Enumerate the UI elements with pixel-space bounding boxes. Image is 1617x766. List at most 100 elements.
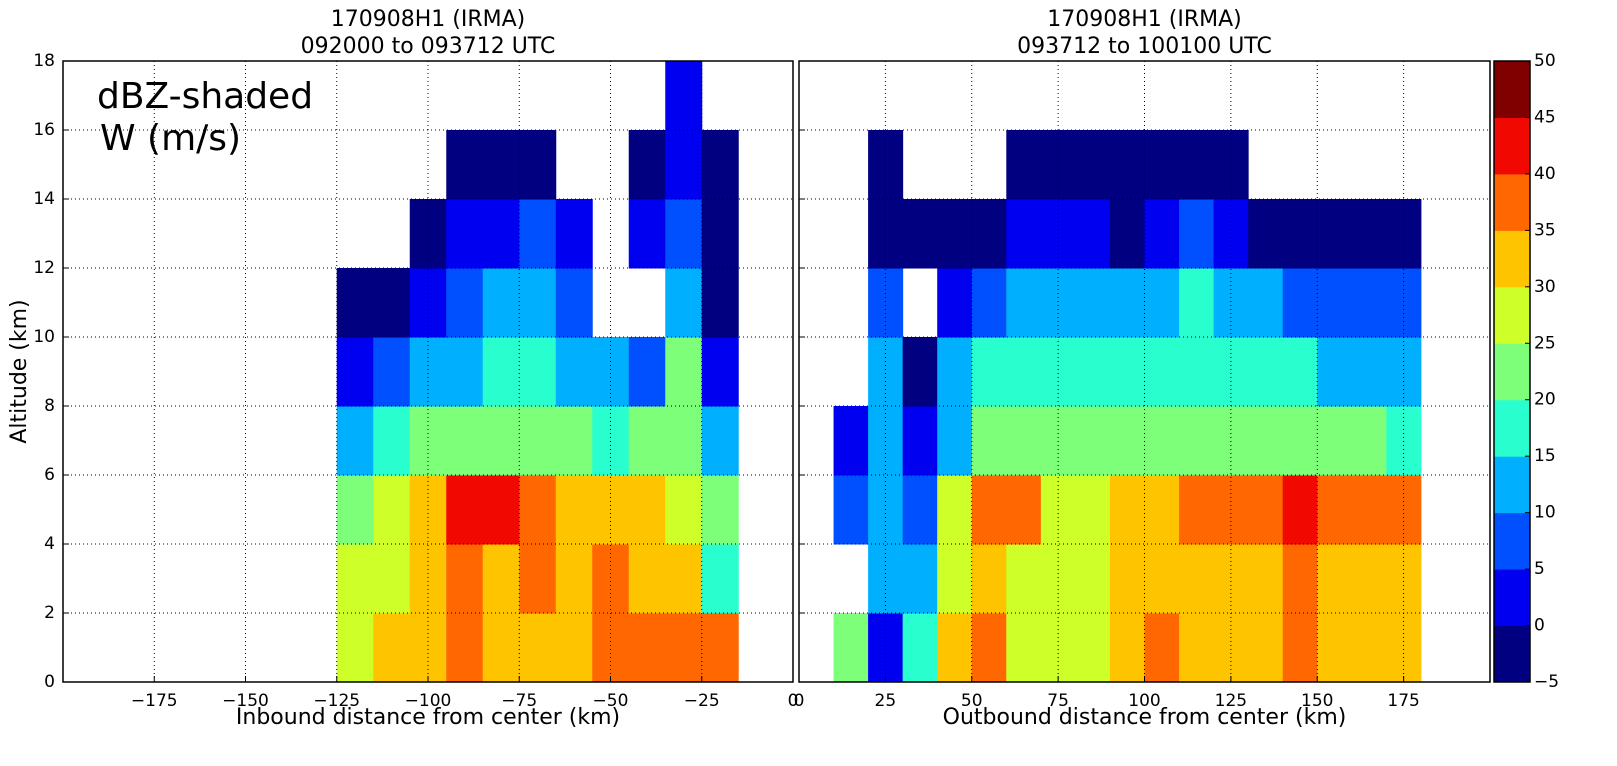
dbz-cell: [1248, 337, 1284, 407]
dbz-cell: [868, 544, 904, 614]
dbz-cell: [1282, 406, 1318, 476]
dbz-cell: [868, 268, 904, 338]
dbz-cell: [373, 475, 411, 545]
dbz-cell: [336, 337, 374, 407]
dbz-cell: [519, 199, 557, 269]
dbz-cell: [1144, 130, 1180, 200]
dbz-cell: [519, 475, 557, 545]
dbz-cell: [555, 406, 593, 476]
dbz-cell: [971, 199, 1007, 269]
dbz-cell: [1179, 406, 1215, 476]
x-tick-label: 75: [1047, 691, 1069, 711]
dbz-cell: [1109, 268, 1145, 338]
dbz-cell: [1351, 337, 1387, 407]
annotation: dBZ-shaded: [97, 76, 313, 117]
x-tick-label: −175: [131, 691, 178, 711]
dbz-cell: [373, 337, 411, 407]
dbz-cell: [1075, 268, 1111, 338]
chart-title: 092000 to 093712 UTC: [301, 34, 556, 59]
dbz-cell: [1179, 337, 1215, 407]
dbz-cell: [902, 337, 938, 407]
dbz-cell: [336, 475, 374, 545]
dbz-cell: [1075, 406, 1111, 476]
dbz-cell: [1282, 544, 1318, 614]
dbz-cell: [701, 268, 739, 338]
dbz-cell: [1282, 268, 1318, 338]
dbz-cell: [628, 475, 666, 545]
dbz-cell: [665, 130, 703, 200]
dbz-cell: [336, 406, 374, 476]
dbz-cell: [701, 337, 739, 407]
dbz-cell: [971, 268, 1007, 338]
colorbar-segment: [1494, 399, 1530, 457]
dbz-cell: [628, 406, 666, 476]
dbz-cell: [902, 199, 938, 269]
dbz-cell: [701, 475, 739, 545]
dbz-cell: [373, 406, 411, 476]
dbz-cell: [1351, 268, 1387, 338]
dbz-cell: [482, 268, 520, 338]
dbz-cell: [902, 406, 938, 476]
dbz-cell: [937, 406, 973, 476]
x-tick-label: −75: [501, 691, 537, 711]
dbz-cell: [1386, 544, 1422, 614]
dbz-cell: [1179, 130, 1215, 200]
dbz-cell: [868, 613, 904, 683]
y-tick-label: 4: [44, 534, 55, 554]
dbz-cell: [1282, 613, 1318, 683]
dbz-cell: [1144, 406, 1180, 476]
dbz-cell: [1006, 475, 1042, 545]
dbz-cell: [665, 544, 703, 614]
dbz-cell: [1040, 613, 1076, 683]
x-axis-label: Inbound distance from center (km): [236, 705, 620, 730]
dbz-cell: [1109, 613, 1145, 683]
colorbar-segment: [1494, 512, 1530, 570]
y-tick-label: 14: [33, 189, 55, 209]
dbz-cell: [1075, 544, 1111, 614]
dbz-cell: [373, 613, 411, 683]
y-tick-label: 10: [33, 327, 55, 347]
dbz-cell: [971, 337, 1007, 407]
dbz-cell: [1006, 268, 1042, 338]
colorbar-segment: [1494, 61, 1530, 118]
y-tick-label: 6: [44, 465, 55, 485]
dbz-cell: [1006, 199, 1042, 269]
colorbar-tick-label: 50: [1534, 51, 1556, 71]
dbz-cell: [482, 475, 520, 545]
dbz-cell: [1179, 268, 1215, 338]
dbz-cell: [446, 268, 484, 338]
dbz-cell: [592, 613, 630, 683]
chart-title: 093712 to 100100 UTC: [1017, 34, 1272, 59]
dbz-cell: [1144, 613, 1180, 683]
dbz-cell: [519, 337, 557, 407]
dbz-cell: [446, 544, 484, 614]
dbz-cell: [409, 613, 447, 683]
dbz-cell: [1317, 406, 1353, 476]
colorbar-segment: [1494, 230, 1530, 288]
dbz-cell: [482, 613, 520, 683]
dbz-cell: [1351, 544, 1387, 614]
axes-frame: [798, 60, 1491, 683]
dbz-cell: [1075, 199, 1111, 269]
dbz-cell: [1179, 613, 1215, 683]
x-tick-label: −50: [593, 691, 629, 711]
dbz-cell: [592, 337, 630, 407]
dbz-cell: [971, 406, 1007, 476]
dbz-cell: [1144, 268, 1180, 338]
dbz-cell: [482, 544, 520, 614]
dbz-cell: [1109, 544, 1145, 614]
dbz-cell: [701, 406, 739, 476]
colorbar-tick-label: 45: [1534, 107, 1556, 127]
dbz-cell: [665, 475, 703, 545]
dbz-cell: [409, 268, 447, 338]
dbz-cell: [1282, 475, 1318, 545]
dbz-cell: [1006, 406, 1042, 476]
x-tick-label: −125: [313, 691, 360, 711]
x-tick-label: −150: [222, 691, 269, 711]
x-tick-label: 0: [794, 691, 805, 711]
dbz-cell: [446, 337, 484, 407]
dbz-cell: [555, 544, 593, 614]
y-tick-label: 0: [44, 672, 55, 692]
chart-title: 170908H1 (IRMA): [1047, 7, 1242, 32]
colorbar-tick-label: 10: [1534, 503, 1556, 523]
